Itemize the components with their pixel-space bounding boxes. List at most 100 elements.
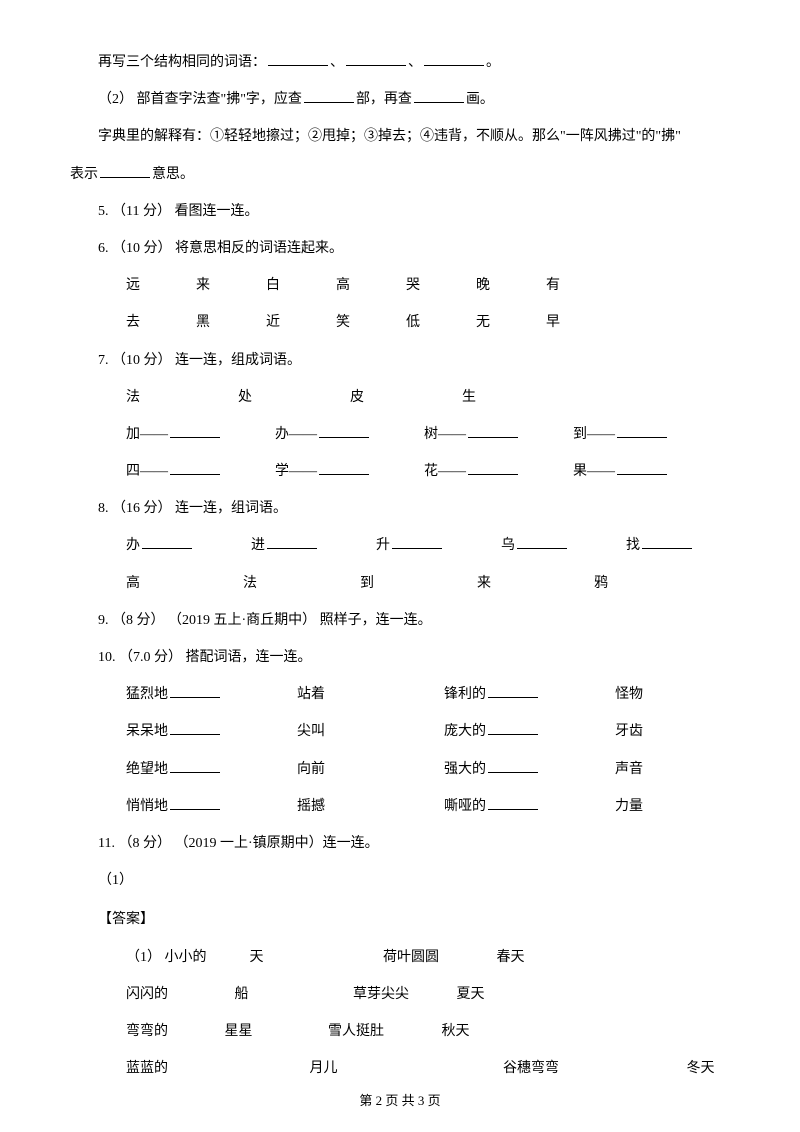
word: 高 <box>98 571 140 596</box>
text: 加—— <box>98 422 168 447</box>
blank <box>170 759 220 773</box>
period: 。 <box>486 55 500 70</box>
word: 鸦 <box>566 571 608 596</box>
blank <box>319 461 369 475</box>
text: （2） 部首查字法查"拂"字，应查 <box>98 92 302 107</box>
word: 晚 <box>448 273 490 298</box>
blank <box>170 461 220 475</box>
q10-row1: 猛烈地 站着 锋利的 怪物 <box>70 682 730 707</box>
text: 春天 <box>469 945 525 970</box>
text: 树—— <box>396 422 466 447</box>
text: 锋利的 <box>416 682 486 707</box>
blank <box>170 684 220 698</box>
blank <box>517 535 567 549</box>
dictionary-question: 字典里的解释有：①轻轻地擦过；②甩掉；③掉去；④违背，不顺从。那么"一阵风拂过"… <box>70 124 730 149</box>
text: 声音 <box>587 757 643 782</box>
text: 办 <box>98 533 140 558</box>
text: 嘶哑的 <box>416 794 486 819</box>
text: 尖叫 <box>269 719 329 744</box>
q11: 11. （8 分） （2019 一上·镇原期中）连一连。 <box>70 831 730 856</box>
page-footer: 第 2 页 共 3 页 <box>0 1089 800 1112</box>
text: 乌 <box>473 533 515 558</box>
blank <box>170 796 220 810</box>
blank <box>642 535 692 549</box>
blank <box>424 52 484 66</box>
answer-row-4: 蓝蓝的 月儿 谷穗弯弯 冬天 <box>70 1056 730 1081</box>
q7: 7. （10 分） 连一连，组成词语。 <box>70 348 730 373</box>
q8-row1: 办 进 升 乌 找 <box>70 533 730 558</box>
q7-row1: 法处皮生 <box>70 385 730 410</box>
word: 生 <box>434 385 476 410</box>
text: 牙齿 <box>587 719 643 744</box>
sep: 、 <box>330 55 344 70</box>
word: 无 <box>448 310 490 335</box>
blank <box>488 796 538 810</box>
text: 学—— <box>247 459 317 484</box>
blank <box>346 52 406 66</box>
text: 月儿 <box>282 1056 472 1081</box>
q11-sub: （1） <box>70 868 730 893</box>
text: 庞大的 <box>416 719 486 744</box>
blank <box>488 684 538 698</box>
text: 怪物 <box>587 682 643 707</box>
q10: 10. （7.0 分） 搭配词语，连一连。 <box>70 645 730 670</box>
word: 到 <box>332 571 374 596</box>
q9: 9. （8 分） （2019 五上·商丘期中） 照样子，连一连。 <box>70 608 730 633</box>
text: 到—— <box>545 422 615 447</box>
text: 星星 <box>197 1019 297 1044</box>
text: 向前 <box>269 757 329 782</box>
text: 意思。 <box>152 167 194 182</box>
blank <box>468 461 518 475</box>
q10-row4: 悄悄地 摇撼 嘶哑的 力量 <box>70 794 730 819</box>
text: 花—— <box>396 459 466 484</box>
text: 找 <box>598 533 640 558</box>
q5: 5. （11 分） 看图连一连。 <box>70 199 730 224</box>
blank <box>267 535 317 549</box>
radical-question: （2） 部首查字法查"拂"字，应查 部，再查 画。 <box>70 87 730 112</box>
q7-row2: 加—— 办—— 树—— 到—— <box>70 422 730 447</box>
blank <box>100 164 150 178</box>
sep: 、 <box>408 55 422 70</box>
blank <box>392 535 442 549</box>
q7-row3: 四—— 学—— 花—— 果—— <box>70 459 730 484</box>
word: 早 <box>518 310 560 335</box>
blank <box>488 759 538 773</box>
blank <box>617 424 667 438</box>
text: 雪人挺肚 <box>300 1019 410 1044</box>
word: 有 <box>518 273 560 298</box>
text: 四—— <box>98 459 168 484</box>
text: 画。 <box>466 92 494 107</box>
text: 猛烈地 <box>98 682 168 707</box>
word: 去 <box>98 310 140 335</box>
word: 低 <box>378 310 420 335</box>
word: 来 <box>449 571 491 596</box>
word: 来 <box>168 273 210 298</box>
q10-row3: 绝望地 向前 强大的 声音 <box>70 757 730 782</box>
text: 升 <box>348 533 390 558</box>
text: 船 <box>207 982 322 1007</box>
text: 力量 <box>587 794 643 819</box>
word: 法 <box>215 571 257 596</box>
text: 夏天 <box>429 982 485 1007</box>
answer-row-1: （1） 小小的 天 荷叶圆圆 春天 <box>70 945 730 970</box>
text: 部，再查 <box>356 92 412 107</box>
document-content: 再写三个结构相同的词语：、、。 （2） 部首查字法查"拂"字，应查部，再查画。 … <box>70 50 730 1081</box>
text: 绝望地 <box>98 757 168 782</box>
blank <box>319 424 369 438</box>
text: 站着 <box>269 682 329 707</box>
text: 呆呆地 <box>98 719 168 744</box>
text: 强大的 <box>416 757 486 782</box>
blank <box>170 721 220 735</box>
dictionary-question-2: 表示 意思。 <box>70 162 730 187</box>
text: 再写三个结构相同的词语： <box>98 55 266 70</box>
q6-row1: 远来白高哭晚有 <box>70 273 730 298</box>
text: 谷穗弯弯 <box>475 1056 655 1081</box>
text: 字典里的解释有：①轻轻地擦过；②甩掉；③掉去；④违背，不顺从。那么"一阵风拂过"… <box>98 129 681 144</box>
blank <box>414 89 464 103</box>
blank <box>488 721 538 735</box>
text: （1） 小小的 <box>98 945 218 970</box>
text: 办—— <box>247 422 317 447</box>
blank <box>268 52 328 66</box>
text: 表示 <box>70 167 98 182</box>
text: 进 <box>223 533 265 558</box>
